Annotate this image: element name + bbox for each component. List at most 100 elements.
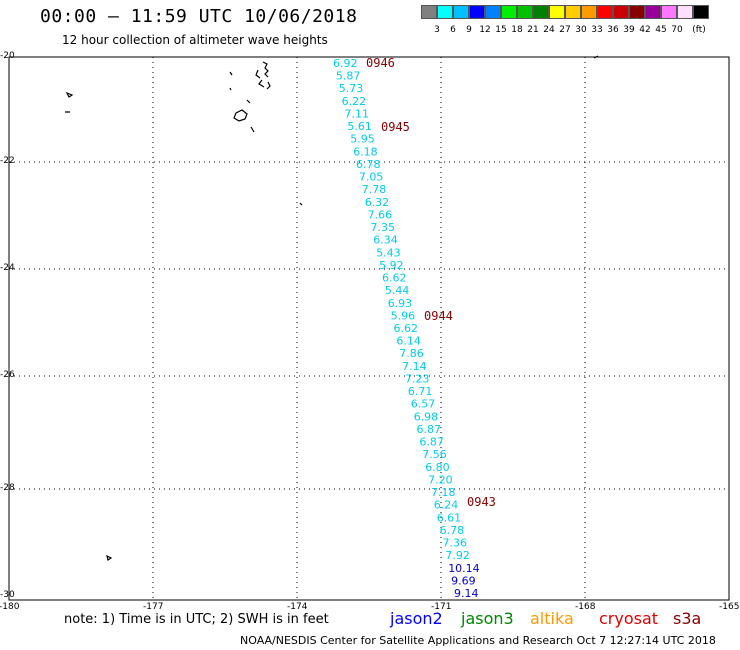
- swh-value: 7.86: [399, 347, 424, 360]
- legend-swatch: [693, 5, 709, 19]
- island-shape: [106, 55, 599, 561]
- swh-value: 5.96: [391, 309, 416, 322]
- swh-value: 6.71: [408, 385, 433, 398]
- swh-value: 6.93: [388, 297, 413, 310]
- x-tick-label: -174: [287, 602, 308, 612]
- legend-swatch: [629, 5, 645, 19]
- legend-label: 30: [575, 25, 587, 35]
- swh-value: 7.05: [359, 171, 384, 184]
- legend-label: 15: [495, 25, 507, 35]
- time-label: 0944: [424, 309, 453, 323]
- legend-label: 36: [607, 25, 619, 35]
- page-subtitle: 12 hour collection of altimeter wave hei…: [62, 33, 328, 47]
- legend-swatch: [533, 5, 549, 19]
- y-tick-label: -20: [0, 51, 15, 61]
- swh-value: 6.32: [365, 196, 390, 209]
- swh-value: 7.35: [371, 221, 396, 234]
- legend-swatch: [501, 5, 517, 19]
- swh-value: 6.92: [333, 57, 358, 70]
- swh-value: 5.73: [339, 82, 364, 95]
- swh-value: 7.14: [402, 360, 427, 373]
- legend-swatch: [645, 5, 661, 19]
- island-shape: [255, 61, 271, 90]
- y-tick-label: -30: [0, 590, 15, 600]
- swh-value: 6.34: [373, 234, 398, 247]
- legend-label: 33: [591, 25, 603, 35]
- legend-swatch: [453, 5, 469, 19]
- swh-value: 10.14: [448, 562, 480, 575]
- lat-lon-grid: [9, 57, 729, 600]
- satellite-cryosat: cryosat: [599, 609, 659, 628]
- legend-label: 9: [466, 25, 472, 35]
- swh-value: 6.57: [411, 398, 436, 411]
- swh-value: 9.69: [451, 574, 476, 587]
- legend-label: 18: [511, 25, 523, 35]
- swh-value: 7.56: [422, 448, 447, 461]
- legend-swatch: [677, 5, 693, 19]
- legend-swatch: [565, 5, 581, 19]
- legend-label: 24: [543, 25, 555, 35]
- x-tick-label: -165: [719, 602, 740, 612]
- island-shape: [65, 71, 233, 113]
- x-tick-label: -168: [575, 602, 596, 612]
- swh-value: 5.61: [347, 120, 372, 133]
- altimeter-track: 6.925.875.736.227.115.615.956.186.787.05…: [333, 56, 496, 600]
- page-title: 00:00 – 11:59 UTC 10/06/2018: [40, 6, 358, 27]
- legend-label: 70: [671, 25, 683, 35]
- swh-value: 5.95: [350, 133, 375, 146]
- time-label: 0945: [381, 120, 410, 134]
- swh-value: 7.20: [428, 473, 453, 486]
- swh-value: 6.61: [437, 511, 462, 524]
- swh-value: 6.78: [440, 524, 465, 537]
- legend-swatch: [661, 5, 677, 19]
- legend-label: 39: [623, 25, 635, 35]
- swh-value: 6.80: [425, 461, 450, 474]
- legend-swatch: [517, 5, 533, 19]
- legend-label: 21: [527, 25, 539, 35]
- swh-value: 6.18: [353, 145, 378, 158]
- swh-value: 6.87: [419, 436, 444, 449]
- legend-swatch: [597, 5, 613, 19]
- legend-label: 45: [655, 25, 667, 35]
- footer-note: note: 1) Time is in UTC; 2) SWH is in fe…: [64, 612, 329, 627]
- x-tick-label: -171: [431, 602, 452, 612]
- map-frame: [8, 56, 730, 601]
- swh-value: 7.18: [431, 486, 456, 499]
- swh-value: 7.11: [345, 108, 370, 121]
- swh-value: 6.87: [417, 423, 442, 436]
- x-tick-label: -177: [143, 602, 164, 612]
- credit-line: NOAA/NESDIS Center for Satellite Applica…: [240, 634, 716, 647]
- legend-swatch: [581, 5, 597, 19]
- satellite-altika: altika: [530, 609, 574, 628]
- swh-value: 7.36: [443, 537, 468, 550]
- swh-value: 9.14: [454, 587, 479, 600]
- swh-value: 6.62: [394, 322, 419, 335]
- islands: [65, 55, 599, 561]
- legend-label: (ft): [692, 25, 706, 35]
- legend-label: 12: [479, 25, 491, 35]
- legend-label: 6: [450, 25, 456, 35]
- swh-value: 6.98: [414, 410, 439, 423]
- time-label: 0946: [366, 56, 395, 70]
- legend-label: 42: [639, 25, 651, 35]
- legend-swatch: [549, 5, 565, 19]
- legend-swatch: [485, 5, 501, 19]
- swh-value: 5.44: [385, 284, 410, 297]
- swh-value: 7.66: [368, 208, 393, 221]
- satellite-jason2: jason2: [390, 609, 443, 628]
- x-tick-label: -180: [0, 602, 20, 612]
- time-label: 0943: [467, 495, 496, 509]
- swh-value: 6.14: [396, 335, 421, 348]
- swh-value: 6.22: [342, 95, 367, 108]
- legend-label: 27: [559, 25, 571, 35]
- legend-swatch: [437, 5, 453, 19]
- legend-swatch: [613, 5, 629, 19]
- satellite-jason3: jason3: [461, 609, 514, 628]
- swh-value: 5.43: [376, 246, 401, 259]
- island-shape: [233, 99, 255, 133]
- swh-value: 6.24: [434, 499, 459, 512]
- y-tick-label: -22: [0, 156, 15, 166]
- swh-value: 7.92: [445, 549, 470, 562]
- swh-value: 7.78: [362, 183, 387, 196]
